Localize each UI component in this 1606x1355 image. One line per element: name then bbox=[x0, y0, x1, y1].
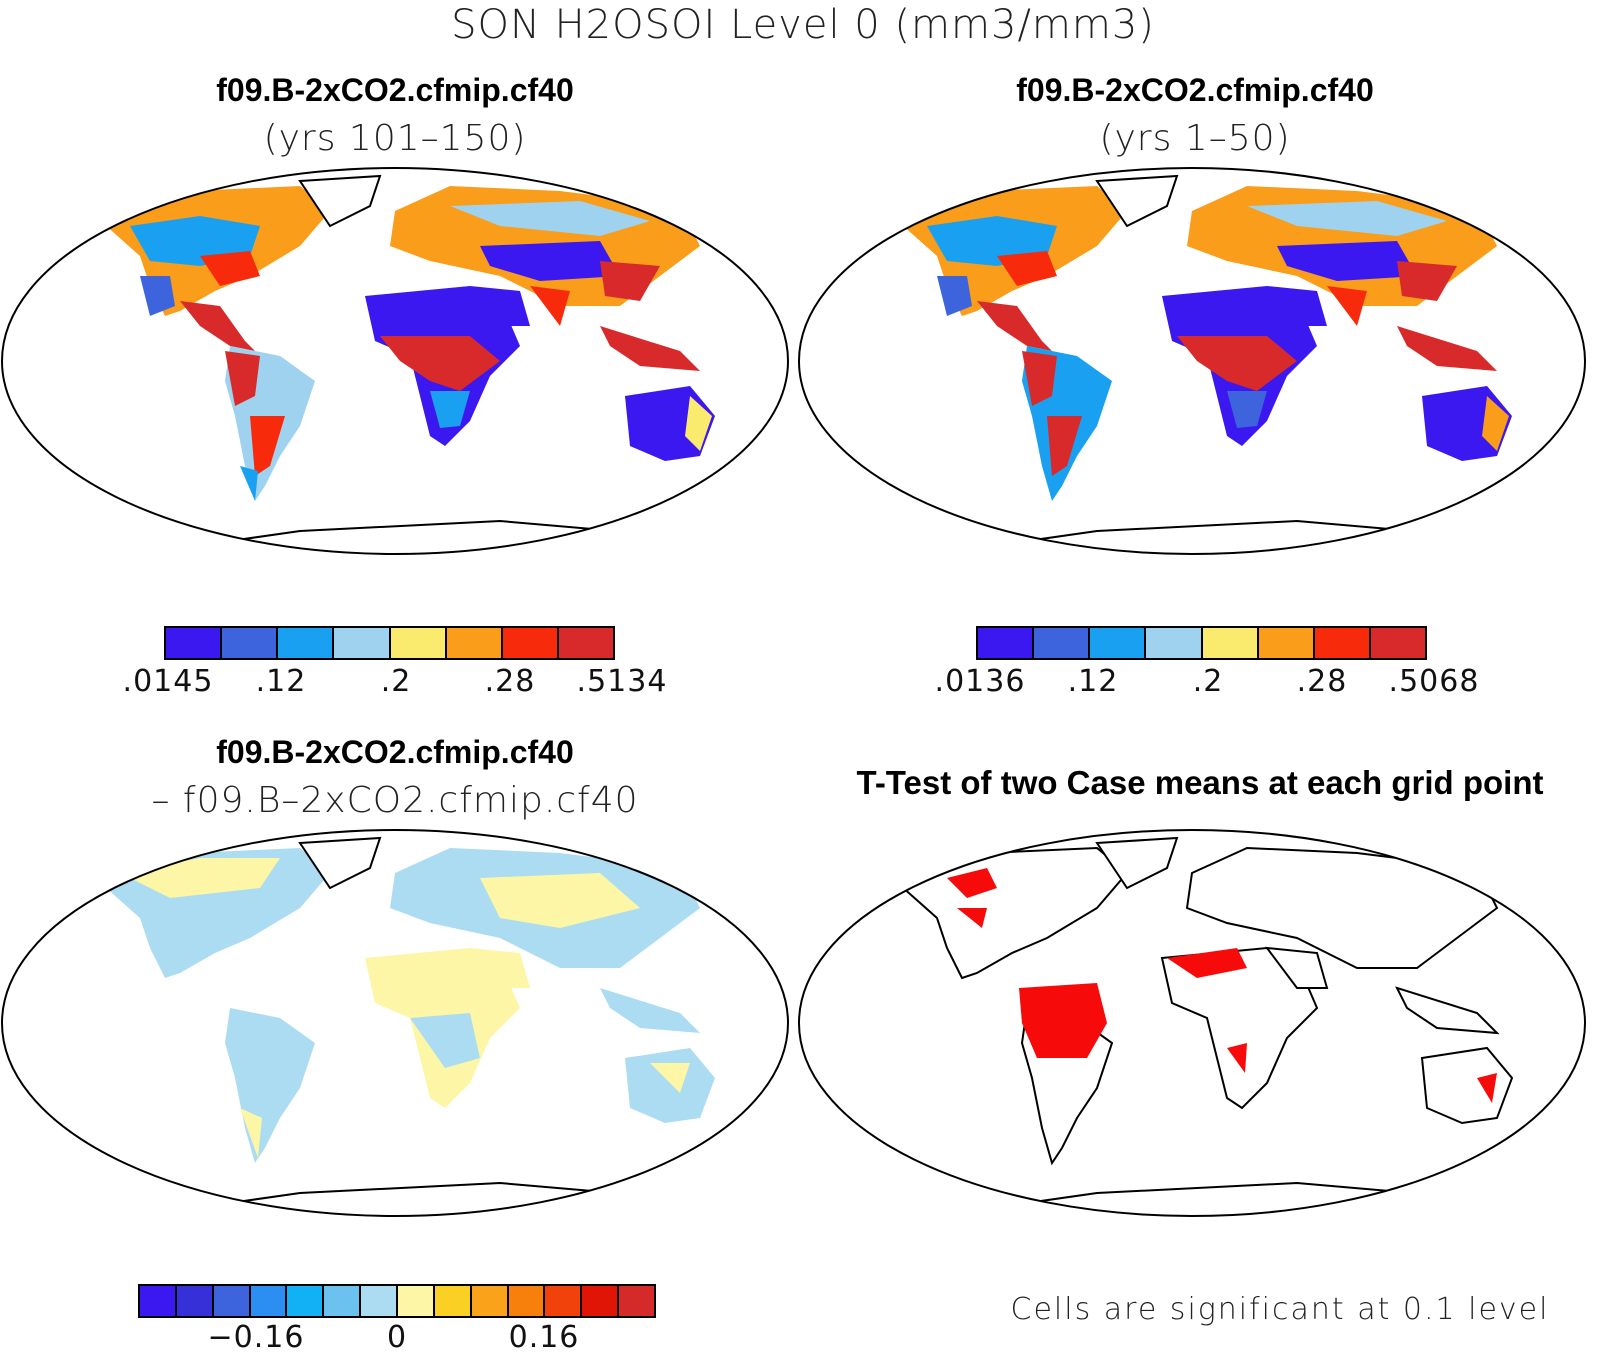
cb1-label-2: .2 bbox=[1192, 664, 1224, 699]
colorbar-swatch bbox=[278, 628, 335, 658]
colorbar-swatch bbox=[140, 1286, 177, 1316]
cb0-label-2: .2 bbox=[380, 664, 412, 699]
top-right-title: f09.B-2xCO2.cfmip.cf40 bbox=[1016, 72, 1374, 108]
colorbar-swatch bbox=[213, 1286, 251, 1316]
top-left-subtitle: (yrs 101–150) bbox=[263, 118, 527, 159]
cb0-label-3: .28 bbox=[484, 664, 536, 699]
colorbar-swatch bbox=[398, 1286, 435, 1316]
colorbar-swatch bbox=[619, 1286, 655, 1316]
colorbar-swatch bbox=[176, 1286, 214, 1316]
figure-title: SON H2OSOI Level 0 (mm3/mm3) bbox=[451, 2, 1155, 48]
colorbar-swatch bbox=[287, 1286, 325, 1316]
colorbar-swatch bbox=[434, 1286, 472, 1316]
significance-note: Cells are significant at 0.1 level bbox=[1010, 1292, 1550, 1327]
colorbar-swatch bbox=[1202, 628, 1259, 658]
bottom-left-subtitle: – f09.B–2xCO2.cfmip.cf40 bbox=[151, 780, 639, 821]
cb2-label-2: 0.16 bbox=[508, 1320, 580, 1355]
colorbar-swatch bbox=[558, 628, 613, 658]
colorbar-swatch bbox=[390, 628, 447, 658]
colorbar-swatch bbox=[471, 1286, 509, 1316]
colorbar-swatch bbox=[250, 1286, 288, 1316]
bottom-right-title: T-Test of two Case means at each grid po… bbox=[856, 764, 1544, 801]
colorbar-swatch bbox=[166, 628, 223, 658]
cb2-label-0: −0.16 bbox=[207, 1320, 305, 1355]
cb0-label-4: .5134 bbox=[576, 664, 668, 699]
top-right-subtitle: (yrs 1–50) bbox=[1099, 118, 1291, 159]
colorbar-swatch bbox=[446, 628, 503, 658]
cb2-label-1: 0 bbox=[386, 1320, 408, 1355]
colorbar-swatch bbox=[502, 628, 559, 658]
map-top-left bbox=[1, 167, 789, 555]
colorbar-swatch bbox=[324, 1286, 362, 1316]
colorbar-swatch bbox=[582, 1286, 620, 1316]
top-left-title: f09.B-2xCO2.cfmip.cf40 bbox=[216, 72, 574, 108]
map-top-right bbox=[798, 167, 1586, 555]
colorbar-swatch bbox=[1258, 628, 1315, 658]
colorbar-top-right bbox=[976, 626, 1427, 660]
colorbar-swatch bbox=[978, 628, 1035, 658]
colorbar-swatch bbox=[1370, 628, 1425, 658]
cb1-label-3: .28 bbox=[1296, 664, 1348, 699]
colorbar-swatch bbox=[1034, 628, 1091, 658]
colorbar-swatch bbox=[334, 628, 391, 658]
colorbar-swatch bbox=[1090, 628, 1147, 658]
colorbar-swatch bbox=[361, 1286, 399, 1316]
map-bottom-right bbox=[798, 829, 1586, 1217]
cb1-label-4: .5068 bbox=[1388, 664, 1480, 699]
colorbar-swatch bbox=[545, 1286, 583, 1316]
colorbar-bottom-left bbox=[138, 1284, 656, 1318]
colorbar-swatch bbox=[222, 628, 279, 658]
colorbar-swatch bbox=[1314, 628, 1371, 658]
cb0-label-1: .12 bbox=[255, 664, 307, 699]
cb0-label-0: .0145 bbox=[122, 664, 214, 699]
bottom-left-title: f09.B-2xCO2.cfmip.cf40 bbox=[216, 734, 574, 770]
cb1-label-1: .12 bbox=[1067, 664, 1119, 699]
colorbar-swatch bbox=[1146, 628, 1203, 658]
map-bottom-left bbox=[1, 829, 789, 1217]
cb1-label-0: .0136 bbox=[934, 664, 1026, 699]
colorbar-top-left bbox=[164, 626, 615, 660]
colorbar-swatch bbox=[508, 1286, 546, 1316]
